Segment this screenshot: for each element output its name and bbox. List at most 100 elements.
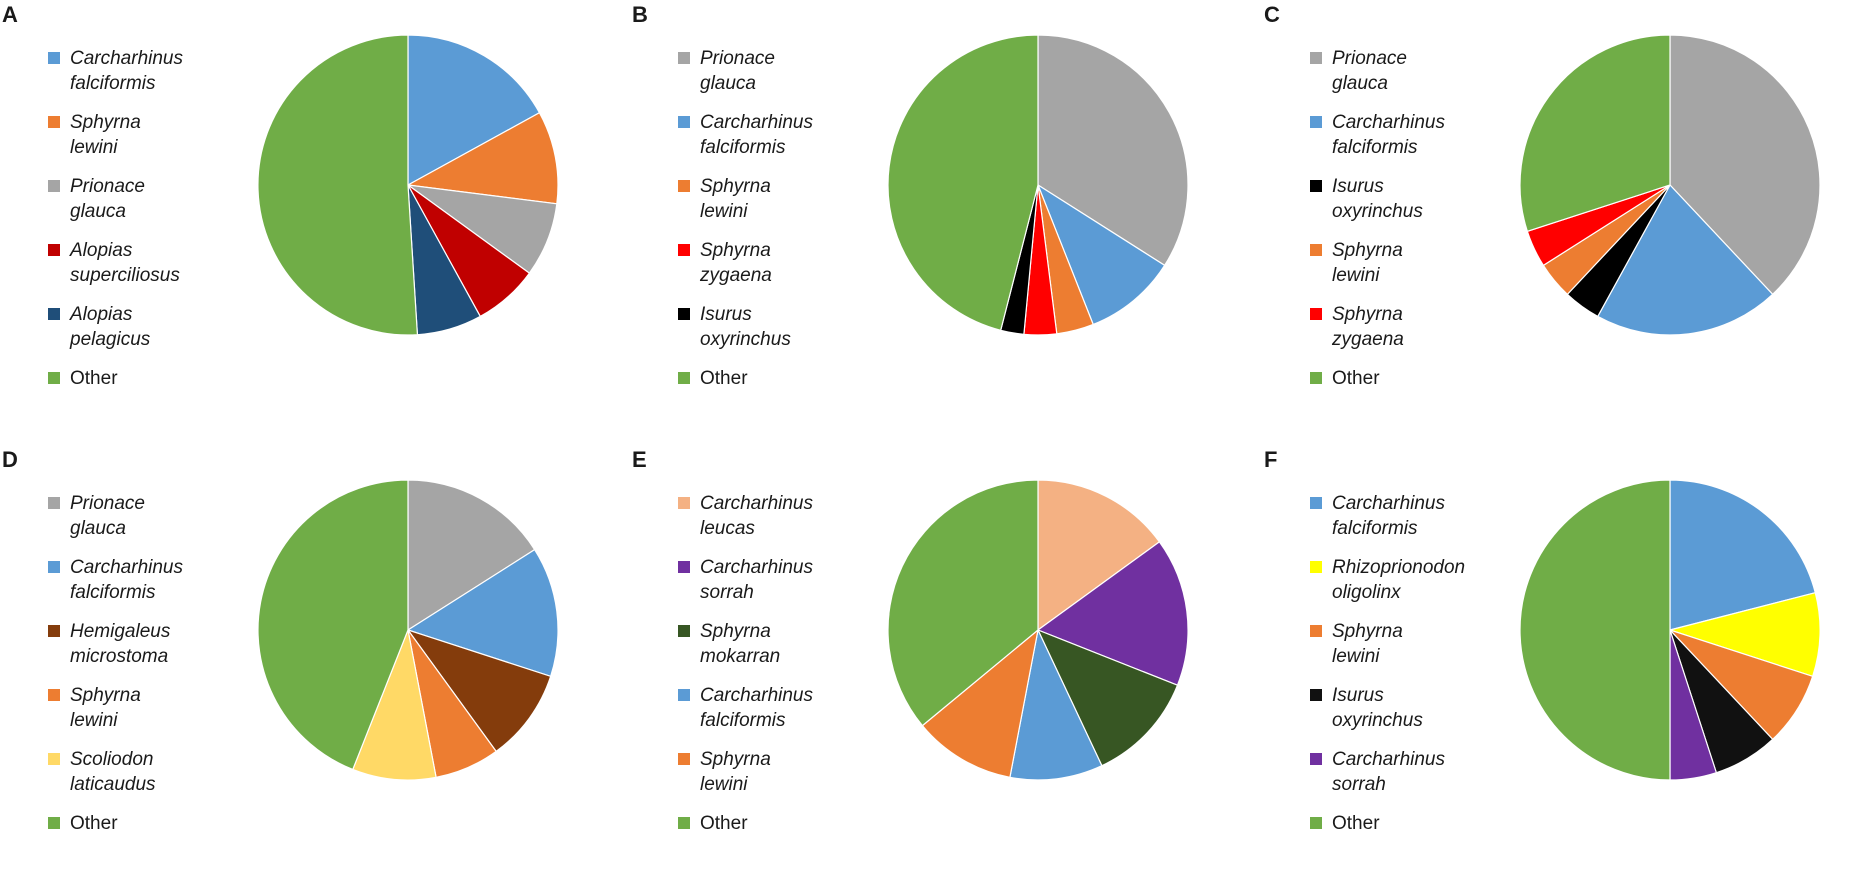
legend-item: Carcharhinus leucas bbox=[678, 491, 888, 541]
legend-label: Other bbox=[700, 813, 748, 834]
chart-panel-c: C Prionace glauca Carcharhinus falciformi… bbox=[1262, 0, 1862, 435]
legend-label: Isurus oxyrinchus bbox=[1332, 685, 1423, 731]
legend-label: Alopias pelagicus bbox=[70, 304, 151, 350]
panel-letter: D bbox=[2, 447, 18, 472]
pie-slice bbox=[1036, 540, 1189, 686]
legend-swatch bbox=[678, 625, 690, 637]
legend-label: Sphyrna lewini bbox=[70, 112, 141, 158]
legend-item: Other bbox=[48, 811, 258, 836]
legend-label: Other bbox=[1332, 813, 1380, 834]
legend-label: Carcharhinus falciformis bbox=[700, 112, 813, 158]
legend-item: Isurus oxyrinchus bbox=[678, 302, 888, 352]
pie-chart bbox=[257, 34, 559, 336]
legend: Prionace glauca Carcharhinus falciformis I… bbox=[1310, 46, 1520, 405]
legend-item: Prionace glauca bbox=[48, 174, 258, 224]
legend-swatch bbox=[48, 497, 60, 509]
legend-label: Sphyrna zygaena bbox=[700, 240, 772, 286]
pie-slice bbox=[1037, 479, 1161, 632]
pie-slice bbox=[1667, 591, 1821, 678]
legend-label: Isurus oxyrinchus bbox=[700, 304, 791, 350]
legend-label: Carcharhinus falciformis bbox=[1332, 493, 1445, 539]
pie-slice bbox=[1519, 479, 1671, 781]
legend-label: Other bbox=[70, 368, 118, 389]
legend-label: Rhizoprionodon oligolinx bbox=[1332, 557, 1466, 603]
pie-slice bbox=[887, 479, 1039, 727]
legend-label: Carcharhinus falciformis bbox=[700, 685, 813, 731]
legend-label: Carcharhinus falciformis bbox=[70, 557, 183, 603]
pie-slice bbox=[1669, 479, 1817, 631]
panel-letter: C bbox=[1264, 2, 1280, 27]
chart-panel-e: E Carcharhinus leucas Carcharhinus sorrah… bbox=[630, 445, 1230, 880]
pie-slice bbox=[257, 479, 409, 771]
legend-swatch bbox=[1310, 52, 1322, 64]
pie-slice bbox=[352, 627, 437, 781]
panel-letter: B bbox=[632, 2, 648, 27]
legend-swatch bbox=[678, 753, 690, 765]
pie-slice bbox=[1037, 34, 1189, 267]
legend-swatch bbox=[678, 180, 690, 192]
legend-swatch bbox=[48, 180, 60, 192]
legend-item: Sphyrna lewini bbox=[48, 110, 258, 160]
legend-item: Prionace glauca bbox=[678, 46, 888, 96]
legend-swatch bbox=[1310, 244, 1322, 256]
legend-label: Alopias superciliosus bbox=[70, 240, 180, 286]
pie-chart bbox=[257, 479, 559, 781]
legend-swatch bbox=[1310, 817, 1322, 829]
legend-swatch bbox=[1310, 372, 1322, 384]
pie-slice bbox=[887, 34, 1039, 332]
legend-swatch bbox=[48, 244, 60, 256]
legend-label: Carcharhinus leucas bbox=[700, 493, 813, 539]
pie-slice bbox=[406, 111, 559, 205]
legend: Carcharhinus leucas Carcharhinus sorrah Sp… bbox=[678, 491, 888, 850]
pie-slice bbox=[1596, 183, 1774, 336]
legend-swatch bbox=[48, 52, 60, 64]
legend-swatch bbox=[678, 52, 690, 64]
legend-swatch bbox=[48, 308, 60, 320]
legend-label: Sphyrna lewini bbox=[1332, 240, 1403, 286]
pie-slice bbox=[921, 628, 1039, 779]
legend-swatch bbox=[48, 689, 60, 701]
legend-item: Carcharhinus falciformis bbox=[1310, 110, 1520, 160]
pie-slice bbox=[407, 34, 541, 187]
chart-panel-a: A Carcharhinus falciformis Sphyrna lewini… bbox=[0, 0, 600, 435]
legend-label: Other bbox=[700, 368, 748, 389]
legend-item: Carcharhinus falciformis bbox=[48, 555, 258, 605]
pie-slice bbox=[407, 479, 536, 632]
legend-item: Carcharhinus falciformis bbox=[678, 110, 888, 160]
legend-label: Hemigaleus microstoma bbox=[70, 621, 171, 667]
legend-label: Prionace glauca bbox=[70, 493, 145, 539]
legend-swatch bbox=[678, 689, 690, 701]
pie-chart bbox=[1519, 34, 1821, 336]
legend-swatch bbox=[1310, 561, 1322, 573]
legend-swatch bbox=[678, 561, 690, 573]
legend-swatch bbox=[48, 817, 60, 829]
legend-item: Sphyrna lewini bbox=[48, 683, 258, 733]
legend-item: Other bbox=[678, 366, 888, 391]
legend-item: Sphyrna lewini bbox=[678, 747, 888, 797]
pie-slice bbox=[406, 628, 552, 753]
panel-letter: A bbox=[2, 2, 18, 27]
legend-item: Prionace glauca bbox=[48, 491, 258, 541]
legend-item: Carcharhinus falciformis bbox=[1310, 491, 1520, 541]
legend-label: Sphyrna lewini bbox=[1332, 621, 1403, 667]
pie-chart bbox=[1519, 479, 1821, 781]
pie-slice bbox=[406, 548, 559, 678]
legend-label: Carcharhinus sorrah bbox=[1332, 749, 1445, 795]
legend-label: Carcharhinus falciformis bbox=[1332, 112, 1445, 158]
legend-label: Sphyrna lewini bbox=[70, 685, 141, 731]
legend-swatch bbox=[678, 497, 690, 509]
panel-letter: F bbox=[1264, 447, 1278, 472]
legend-item: Carcharhinus falciformis bbox=[48, 46, 258, 96]
pie-slice bbox=[1036, 183, 1166, 326]
legend-item: Isurus oxyrinchus bbox=[1310, 174, 1520, 224]
legend-item: Sphyrna lewini bbox=[1310, 238, 1520, 288]
legend-swatch bbox=[48, 372, 60, 384]
legend-item: Rhizoprionodon oligolinx bbox=[1310, 555, 1520, 605]
legend-swatch bbox=[1310, 180, 1322, 192]
legend-item: Isurus oxyrinchus bbox=[1310, 683, 1520, 733]
legend: Prionace glauca Carcharhinus falciformis H… bbox=[48, 491, 258, 850]
legend-swatch bbox=[1310, 753, 1322, 765]
legend-label: Prionace glauca bbox=[70, 176, 145, 222]
legend-label: Prionace glauca bbox=[1332, 48, 1407, 94]
legend-label: Other bbox=[70, 813, 118, 834]
